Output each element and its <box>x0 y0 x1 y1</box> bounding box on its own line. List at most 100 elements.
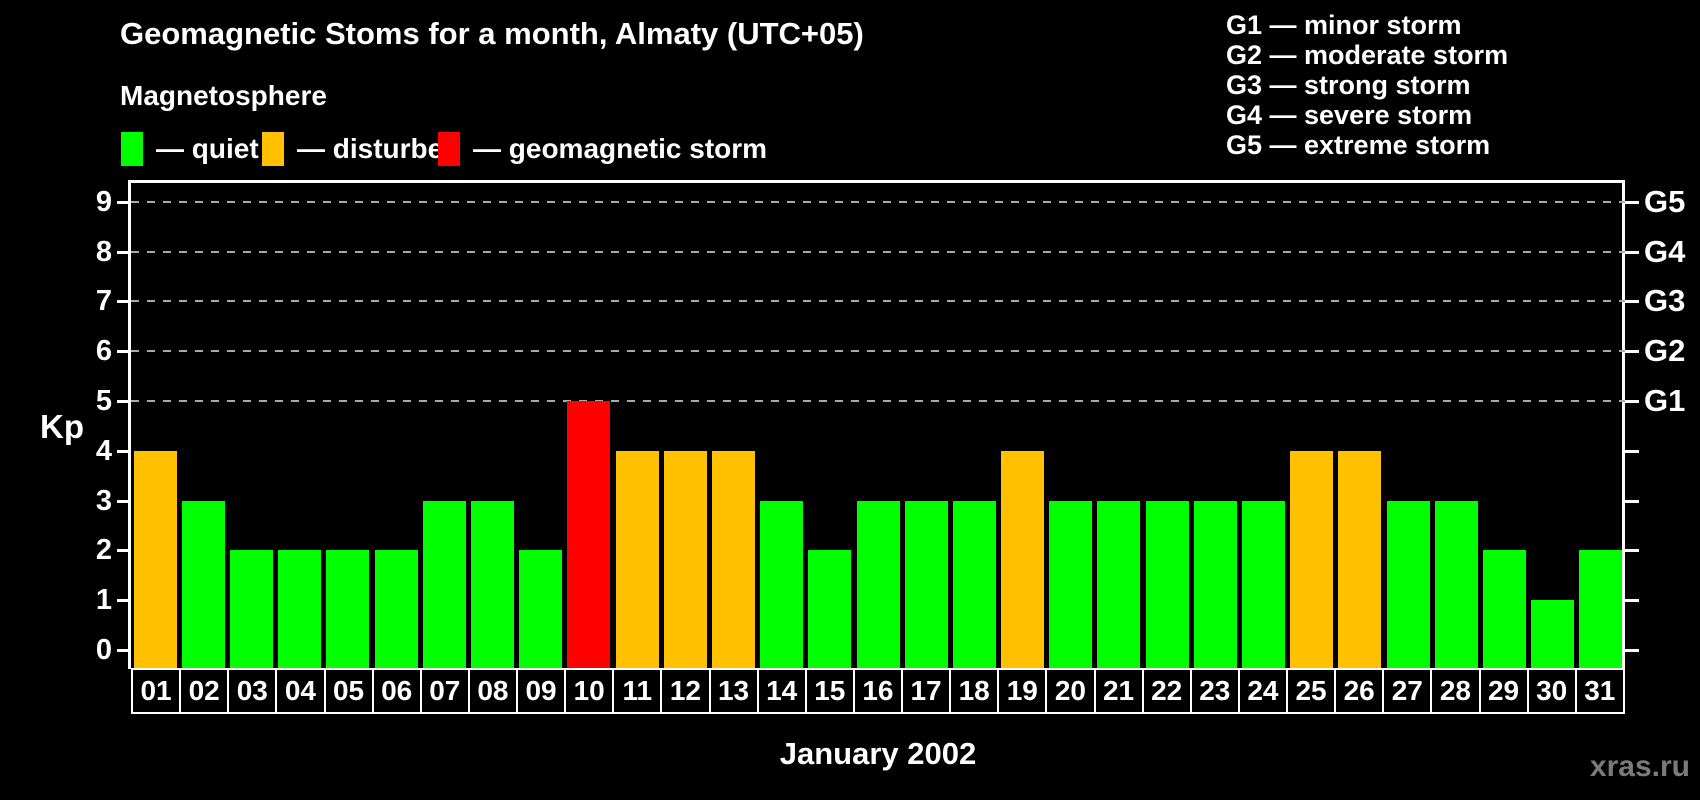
left-tick-3 <box>117 499 131 503</box>
gridline-kp-9 <box>131 200 1625 203</box>
ytick-label-6: 6 <box>95 335 112 368</box>
day-cell-26: 26 <box>1334 668 1385 714</box>
kp-bar-day-20 <box>1049 500 1093 668</box>
left-tick-6 <box>117 350 131 354</box>
right-tick-4 <box>1625 449 1639 453</box>
day-cell-15: 15 <box>804 668 855 714</box>
legend-item-disturbed: — disturbed <box>262 131 460 167</box>
ytick-label-0: 0 <box>95 634 112 666</box>
right-tick-6 <box>1625 350 1639 354</box>
day-cell-16: 16 <box>852 668 903 714</box>
day-cell-29: 29 <box>1478 668 1529 714</box>
kp-bar-day-07 <box>422 500 466 668</box>
day-cell-08: 08 <box>467 668 518 714</box>
kp-bar-day-13 <box>711 450 755 668</box>
left-tick-0 <box>117 649 131 652</box>
g-legend-line-2: G2 — moderate storm <box>1226 40 1509 70</box>
right-tick-3 <box>1625 499 1639 503</box>
watermark: xras.ru <box>1589 750 1690 783</box>
kp-bar-day-03 <box>229 550 273 668</box>
kp-bar-day-12 <box>663 450 707 668</box>
kp-bar-day-23 <box>1193 500 1237 668</box>
magnetosphere-legend: — quiet — disturbed — geomagnetic storm <box>0 131 1100 167</box>
day-cell-24: 24 <box>1237 668 1288 714</box>
left-tick-5 <box>117 400 131 403</box>
kp-bar-day-29 <box>1483 550 1527 668</box>
day-cell-11: 11 <box>612 668 663 714</box>
kp-bar-day-31 <box>1579 550 1623 668</box>
g-legend-line-3: G3 — strong storm <box>1226 70 1471 100</box>
ytick-label-9: 9 <box>95 185 112 218</box>
kp-bar-day-21 <box>1097 500 1141 668</box>
kp-bar-day-30 <box>1531 600 1575 668</box>
kp-bar-day-27 <box>1386 500 1430 668</box>
day-cell-18: 18 <box>949 668 1000 714</box>
left-tick-7 <box>117 300 131 304</box>
g-scale-legend: G1 — minor storm G2 — moderate storm G3 — … <box>1226 10 1508 160</box>
g-legend-line-5: G5 — extreme storm <box>1226 130 1491 160</box>
day-cell-30: 30 <box>1526 668 1577 714</box>
ytick-label-7: 7 <box>95 285 112 318</box>
kp-bar-day-28 <box>1434 500 1478 668</box>
day-cell-28: 28 <box>1430 668 1481 714</box>
kp-bar-day-22 <box>1145 500 1189 668</box>
g-axis-label-g5: G5 <box>1644 183 1686 219</box>
day-cell-27: 27 <box>1382 668 1433 714</box>
day-cell-01: 01 <box>131 668 182 714</box>
kp-bar-day-02 <box>181 500 225 668</box>
legend-swatch-storm <box>438 132 460 166</box>
kp-bar-day-25 <box>1290 450 1334 668</box>
right-tick-0 <box>1625 649 1639 652</box>
legend-item-storm: — geomagnetic storm <box>438 131 767 167</box>
day-cell-06: 06 <box>371 668 422 714</box>
kp-bar-day-19 <box>1001 450 1045 668</box>
g-axis-label-g1: G1 <box>1644 383 1686 418</box>
gridline-kp-7 <box>131 300 1625 303</box>
right-tick-9 <box>1625 200 1639 204</box>
ytick-label-4: 4 <box>95 434 112 467</box>
g-axis-label-g4: G4 <box>1644 233 1686 269</box>
left-tick-4 <box>117 449 131 453</box>
day-cell-10: 10 <box>564 668 615 714</box>
left-tick-8 <box>117 250 131 254</box>
g-axis-label-g2: G2 <box>1644 333 1686 369</box>
day-cell-23: 23 <box>1189 668 1240 714</box>
legend-label-storm: — geomagnetic storm <box>473 133 768 164</box>
left-tick-9 <box>117 200 131 204</box>
day-cell-17: 17 <box>901 668 952 714</box>
y-axis-title: Kp <box>40 408 84 445</box>
left-tick-1 <box>117 599 131 603</box>
kp-bar-day-10 <box>567 401 611 668</box>
right-tick-2 <box>1625 549 1639 553</box>
plot-top-border <box>128 180 1625 183</box>
y-axis-line-right <box>1622 180 1625 669</box>
g-legend-line-1: G1 — minor storm <box>1226 10 1462 40</box>
right-tick-5 <box>1625 400 1639 403</box>
day-cell-19: 19 <box>997 668 1048 714</box>
legend-label-quiet: — quiet <box>156 133 259 164</box>
y-axis-line-left <box>128 180 131 669</box>
day-cell-05: 05 <box>323 668 374 714</box>
kp-bar-day-24 <box>1242 500 1286 668</box>
kp-bar-day-14 <box>760 500 804 668</box>
kp-bar-day-17 <box>904 500 948 668</box>
day-cell-07: 07 <box>419 668 470 714</box>
kp-bar-day-15 <box>808 550 852 668</box>
gridline-kp-5 <box>131 400 1625 402</box>
kp-bar-day-18 <box>952 500 996 668</box>
legend-label-disturbed: — disturbed <box>297 133 461 164</box>
kp-bar-day-01 <box>133 450 177 668</box>
day-cell-21: 21 <box>1093 668 1144 714</box>
right-tick-7 <box>1625 300 1639 304</box>
kp-bar-day-09 <box>519 550 563 668</box>
gridline-kp-6 <box>131 350 1625 353</box>
left-tick-2 <box>117 549 131 553</box>
day-cell-03: 03 <box>227 668 278 714</box>
g-axis-label-g3: G3 <box>1644 283 1686 319</box>
kp-bar-day-16 <box>856 500 900 668</box>
kp-bar-day-11 <box>615 450 659 668</box>
legend-item-quiet: — quiet <box>121 131 259 167</box>
kp-bar-day-08 <box>470 500 514 668</box>
x-axis-day-row: 01 02 03 04 05 06 07 08 09 10 11 12 13 14 15 16 17 18 19 20… <box>131 668 1625 714</box>
